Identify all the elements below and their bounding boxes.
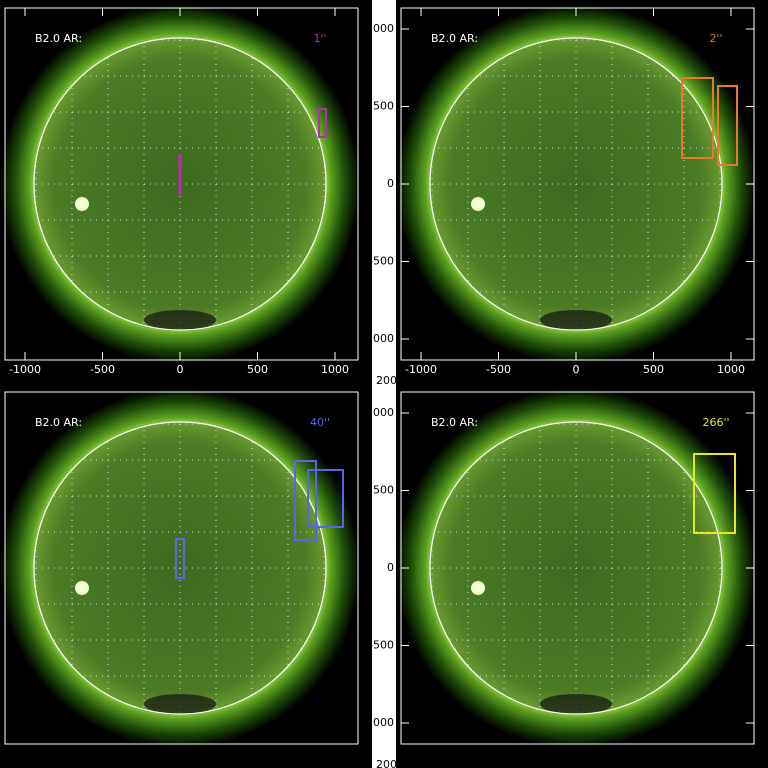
y-tick-label: -1000 xyxy=(362,332,394,345)
bright-spot xyxy=(471,581,485,595)
panel: B2.0 AR: 40'' xyxy=(0,384,372,768)
region-box xyxy=(307,469,344,528)
panel-label: B2.0 AR: xyxy=(431,32,478,45)
region-box xyxy=(693,453,736,534)
dark-region xyxy=(540,310,612,330)
panel-label: B2.0 AR: xyxy=(431,416,478,429)
size-label: 2'' xyxy=(709,32,722,45)
panel: B2.0 AR: 266'' xyxy=(396,384,768,768)
dark-region xyxy=(144,310,216,330)
frame xyxy=(4,7,359,361)
y-tick-label: -1000 xyxy=(362,716,394,729)
disk-grid xyxy=(34,38,326,330)
x-tick-label: 1000 xyxy=(321,363,349,376)
limb xyxy=(33,37,327,331)
bright-spot xyxy=(75,197,89,211)
region-box xyxy=(175,538,185,579)
panel: B2.0 AR: 2'' xyxy=(396,0,768,384)
x-tick-label: 500 xyxy=(247,363,268,376)
disk-grid xyxy=(430,422,722,714)
limb xyxy=(33,421,327,715)
x-tick-label: 1000 xyxy=(717,363,745,376)
x-tick-label: 0 xyxy=(573,363,580,376)
frame xyxy=(4,391,359,745)
bright-spot xyxy=(75,581,89,595)
y-tick-label: -500 xyxy=(369,639,394,652)
region-box xyxy=(294,460,317,541)
region-box xyxy=(681,77,714,159)
limb xyxy=(429,37,723,331)
y-tick-label: 1000 xyxy=(366,406,394,419)
panel-label: B2.0 AR: xyxy=(35,416,82,429)
y-tick-label: -500 xyxy=(369,255,394,268)
x-tick-label: -500 xyxy=(486,363,511,376)
disk-grid xyxy=(34,422,326,714)
timestamp: 2007/05/08 13:13 xyxy=(376,758,475,768)
disk-grid xyxy=(430,38,722,330)
region-box xyxy=(717,85,738,166)
x-tick-label: 500 xyxy=(643,363,664,376)
size-label: 40'' xyxy=(310,416,330,429)
y-tick-label: 0 xyxy=(387,177,394,190)
size-label: 1'' xyxy=(313,32,326,45)
limb xyxy=(429,421,723,715)
x-tick-label: -1000 xyxy=(9,363,41,376)
x-tick-label: -1000 xyxy=(405,363,437,376)
panel-label: B2.0 AR: xyxy=(35,32,82,45)
x-tick-label: -500 xyxy=(90,363,115,376)
x-tick-label: 0 xyxy=(177,363,184,376)
y-tick-label: 500 xyxy=(373,100,394,113)
panel: B2.0 AR: 1'' xyxy=(0,0,372,384)
dark-region xyxy=(540,694,612,714)
y-tick-label: 1000 xyxy=(366,22,394,35)
timestamp: 2007/05/08 13:13 xyxy=(376,374,475,387)
bright-spot xyxy=(471,197,485,211)
dark-region xyxy=(144,694,216,714)
y-tick-label: 0 xyxy=(387,561,394,574)
y-tick-label: 500 xyxy=(373,484,394,497)
timestamp: 7/05/08 13:13 xyxy=(0,374,78,387)
timestamp: 7/05/08 13:13 xyxy=(0,758,78,768)
size-label: 266'' xyxy=(702,416,729,429)
region-box xyxy=(318,108,327,138)
